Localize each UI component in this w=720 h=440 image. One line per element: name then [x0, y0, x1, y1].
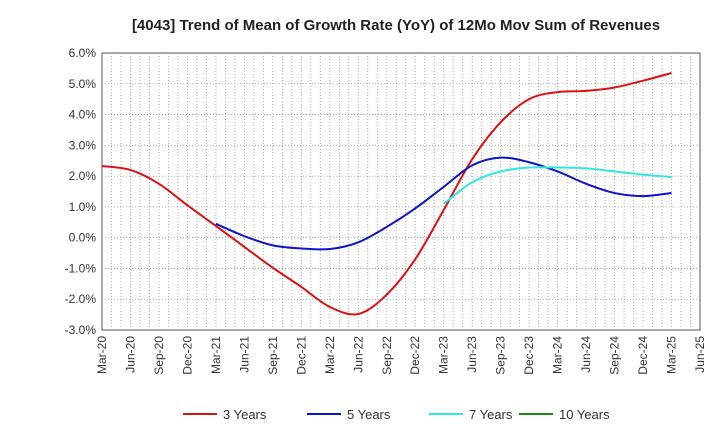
x-tick-label: Mar-23	[437, 336, 451, 374]
x-tick-label: Jun-22	[351, 336, 365, 373]
x-tick-label: Mar-22	[323, 336, 337, 374]
x-tick-label: Mar-25	[665, 336, 679, 374]
legend-item-10-years: 10 Years	[519, 407, 610, 422]
y-tick-label: -3.0%	[65, 323, 97, 337]
y-tick-label: 3.0%	[69, 138, 97, 152]
legend-item-5-years: 5 Years	[307, 407, 391, 422]
y-tick-label: 1.0%	[69, 200, 97, 214]
legend-label: 3 Years	[223, 407, 267, 422]
legend-item-3-years: 3 Years	[183, 407, 267, 422]
series-lines	[101, 72, 672, 316]
x-tick-label: Dec-21	[294, 336, 308, 375]
y-tick-label: 5.0%	[69, 77, 97, 91]
x-tick-label: Sep-21	[266, 336, 280, 375]
chart-title: [4043] Trend of Mean of Growth Rate (YoY…	[132, 17, 660, 34]
x-tick-label: Dec-23	[522, 336, 536, 375]
series-line-7-years	[443, 166, 672, 205]
x-tick-label: Jun-23	[465, 336, 479, 373]
legend-label: 10 Years	[559, 407, 610, 422]
x-tick-label: Jun-20	[123, 336, 137, 373]
x-tick-label: Jun-21	[237, 336, 251, 373]
x-tick-label: Sep-20	[152, 336, 166, 375]
x-tick-label: Jun-24	[579, 336, 593, 373]
legend-label: 7 Years	[469, 407, 513, 422]
x-axis-tick-labels: Mar-20 Jun-20 Sep-20 Dec-20 Mar-21 Jun-21 Sep-…	[95, 336, 707, 375]
legend-item-7-years: 7 Years	[429, 407, 513, 422]
series-line-3-years	[101, 72, 672, 316]
x-tick-label: Mar-20	[95, 336, 109, 374]
x-tick-label: Sep-24	[608, 336, 622, 375]
y-tick-label: 0.0%	[69, 231, 97, 245]
grid	[102, 53, 700, 330]
x-tick-label: Jun-25	[693, 336, 707, 373]
y-tick-label: 2.0%	[69, 169, 97, 183]
y-tick-label: 4.0%	[69, 108, 97, 122]
y-tick-label: -2.0%	[65, 292, 97, 306]
x-tick-label: Dec-22	[408, 336, 422, 375]
x-tick-label: Mar-24	[551, 336, 565, 374]
series-line-5-years	[215, 156, 672, 251]
plot-area	[101, 52, 701, 331]
x-tick-label: Sep-22	[380, 336, 394, 375]
x-tick-label: Sep-23	[494, 336, 508, 375]
legend-label: 5 Years	[347, 407, 391, 422]
y-axis-tick-labels: -3.0% -2.0% -1.0% 0.0% 1.0% 2.0% 3.0% 4.0% 5.0% 6…	[65, 46, 97, 337]
x-tick-label: Dec-24	[636, 336, 650, 375]
legend: 3 Years 5 Years 7 Years 10 Years	[183, 407, 610, 422]
y-tick-label: 6.0%	[69, 46, 97, 60]
x-tick-label: Mar-21	[209, 336, 223, 374]
y-tick-label: -1.0%	[65, 261, 97, 275]
x-tick-label: Dec-20	[180, 336, 194, 375]
